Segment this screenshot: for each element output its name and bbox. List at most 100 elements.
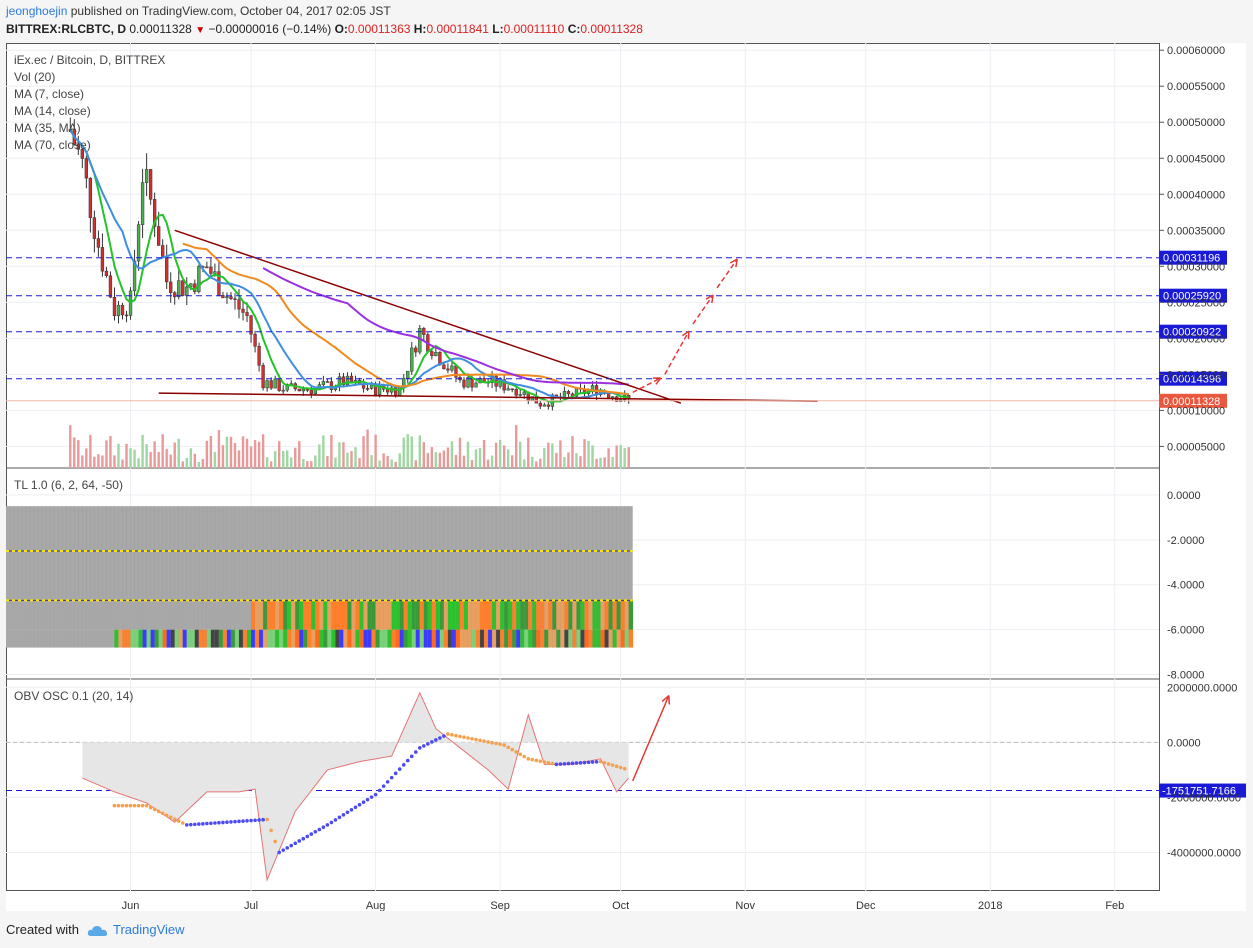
obv-signal-dot bbox=[201, 822, 205, 826]
x-tick-label: Dec bbox=[856, 900, 876, 911]
tl-cell bbox=[247, 600, 252, 630]
legend-entry: MA (7, close) bbox=[14, 87, 84, 101]
tl-cell bbox=[239, 600, 244, 630]
price-level-badge bbox=[1159, 250, 1227, 265]
obv-signal-dot bbox=[160, 811, 165, 816]
candle-body bbox=[205, 266, 209, 269]
volume-bar bbox=[458, 437, 462, 468]
tl-cell bbox=[524, 600, 529, 630]
tl-cell bbox=[572, 629, 577, 648]
tl-cell bbox=[42, 629, 47, 648]
tl-cell bbox=[271, 629, 276, 648]
candle-body bbox=[104, 270, 109, 277]
candle-body bbox=[305, 389, 309, 391]
tl-cell bbox=[30, 600, 35, 630]
volume-bar bbox=[169, 454, 172, 468]
tl-cell bbox=[271, 600, 276, 630]
candle-body bbox=[450, 365, 454, 371]
obv-signal-dot bbox=[594, 760, 599, 764]
candle-body bbox=[161, 245, 165, 257]
candle-body bbox=[221, 295, 225, 299]
obv-signal-dot bbox=[301, 836, 306, 841]
candle-body bbox=[88, 177, 93, 218]
tl-cell bbox=[18, 629, 23, 648]
tl-cell bbox=[496, 629, 501, 648]
author-link[interactable]: jeonghoejin bbox=[6, 4, 68, 18]
volume-bar bbox=[374, 434, 377, 468]
obv-signal-dot bbox=[381, 784, 386, 788]
tl-cell bbox=[411, 629, 417, 648]
candle-body bbox=[341, 376, 346, 385]
ma7-line bbox=[69, 129, 629, 403]
candle-body bbox=[490, 375, 494, 383]
tl-cell bbox=[423, 629, 429, 648]
tradingview-link[interactable]: TradingView bbox=[112, 922, 185, 937]
obv-signal-dot bbox=[229, 820, 233, 824]
tl-cell bbox=[540, 629, 545, 648]
tl-cell bbox=[488, 600, 493, 630]
tl-cell bbox=[22, 600, 27, 630]
candle-body bbox=[273, 378, 277, 389]
tl-cell bbox=[239, 629, 244, 648]
tl-cell bbox=[54, 600, 59, 630]
tl-cell bbox=[504, 629, 509, 648]
tl-cell bbox=[34, 600, 39, 630]
tl-cell bbox=[190, 629, 196, 648]
obv-signal-dot bbox=[321, 825, 326, 830]
tl-cell bbox=[126, 600, 131, 630]
volume-bar bbox=[462, 455, 466, 468]
obv-signal-dot bbox=[422, 744, 426, 748]
tl-cell bbox=[243, 600, 248, 630]
candle-body bbox=[124, 314, 129, 317]
volume-bar bbox=[611, 457, 614, 468]
tl-cell bbox=[178, 629, 184, 648]
candle-body bbox=[546, 404, 551, 407]
tl-cell bbox=[500, 600, 505, 630]
candle-body bbox=[229, 296, 233, 299]
volume-bar bbox=[615, 445, 618, 468]
tl-cell bbox=[459, 600, 465, 630]
volume-bar bbox=[149, 451, 152, 468]
obv-signal-dot bbox=[570, 761, 575, 766]
tl-cell bbox=[279, 629, 284, 648]
tl-cell bbox=[443, 600, 449, 630]
x-tick-label: Aug bbox=[366, 900, 386, 911]
obv-signal-dot bbox=[586, 760, 591, 765]
candle-body bbox=[410, 347, 414, 372]
tl-cell bbox=[66, 629, 71, 648]
tl-cell bbox=[391, 600, 397, 630]
tl-cell bbox=[38, 600, 43, 630]
volume-bar bbox=[482, 439, 486, 468]
volume-bar bbox=[454, 454, 458, 468]
volume-bar bbox=[330, 434, 333, 468]
y-tick-label: 0.00035000 bbox=[1167, 225, 1225, 237]
tl-cell bbox=[516, 600, 521, 630]
volume-bar bbox=[390, 459, 393, 468]
obv-level-badge bbox=[1159, 783, 1246, 798]
tl-cell bbox=[552, 600, 557, 630]
tl-cell bbox=[6, 600, 11, 630]
plot-frame bbox=[6, 43, 1160, 891]
candle-body bbox=[301, 389, 305, 392]
volume-bar bbox=[438, 452, 442, 468]
volume-bar bbox=[286, 450, 289, 468]
obv-signal-dot bbox=[136, 803, 141, 808]
tl-cell bbox=[387, 600, 393, 630]
price-level-label: 0.00031196 bbox=[1163, 253, 1220, 265]
obv-signal-dot bbox=[393, 771, 398, 776]
tl-cell bbox=[544, 600, 549, 630]
tl-cell bbox=[114, 600, 119, 630]
volume-bar bbox=[177, 438, 180, 468]
volume-bar bbox=[257, 441, 261, 468]
y-tick-label: 0.00060000 bbox=[1167, 45, 1225, 57]
tl-cell bbox=[315, 600, 320, 630]
tl-cell bbox=[46, 600, 51, 630]
candle-body bbox=[257, 346, 261, 366]
y-tick-label: 0.0000 bbox=[1167, 737, 1201, 749]
volume-bar bbox=[205, 440, 209, 468]
chart-svg[interactable]: 0.00031196 0.00025920 0.00020922 0.00014396… bbox=[5, 43, 1246, 912]
candle-body bbox=[606, 393, 611, 398]
chart-area[interactable]: 0.00031196 0.00025920 0.00020922 0.00014396… bbox=[5, 43, 1246, 912]
volume-bar bbox=[559, 440, 562, 468]
volume-bar bbox=[583, 439, 586, 468]
